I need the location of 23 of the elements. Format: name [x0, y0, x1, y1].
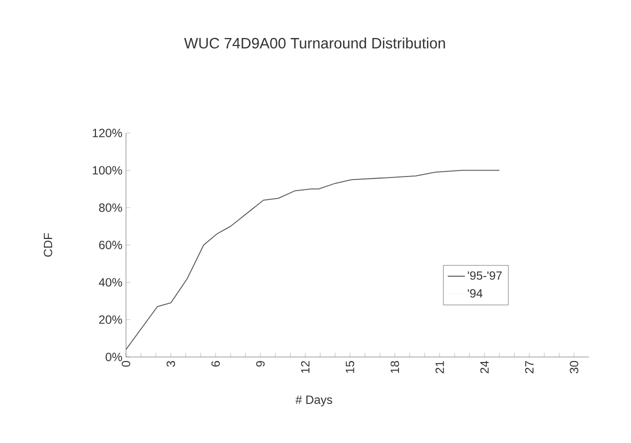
y-tick-label: 120%: [92, 128, 122, 138]
x-tick-label: 9: [256, 361, 265, 367]
y-tick-label: 20%: [99, 315, 122, 324]
x-tick-label: 0: [122, 360, 130, 367]
y-tick-label: 100%: [92, 166, 122, 175]
y-tick-label: 80%: [99, 203, 122, 212]
chart-title: WUC 74D9A00 Turnaround Distribution: [184, 38, 445, 48]
x-tick-label: 15: [346, 361, 354, 373]
x-tick-label: 27: [525, 361, 534, 374]
y-tick-label: 0%: [106, 352, 122, 362]
x-tick-label: 24: [480, 360, 489, 374]
y-axis-title: CDF: [44, 233, 52, 257]
legend-label: '95-'97: [468, 271, 502, 280]
x-tick-label: 6: [211, 361, 220, 367]
y-tick-label: 60%: [99, 240, 122, 250]
x-tick-label: 3: [166, 361, 176, 367]
x-tick-label: 12: [301, 361, 310, 373]
x-tick-label: 21: [435, 361, 444, 374]
x-axis-title: # Days: [295, 396, 332, 406]
x-tick-label: 18: [390, 361, 400, 373]
y-tick-label: 40%: [98, 278, 122, 287]
legend-label: '94: [468, 289, 482, 298]
x-tick-label: 30: [570, 360, 578, 374]
